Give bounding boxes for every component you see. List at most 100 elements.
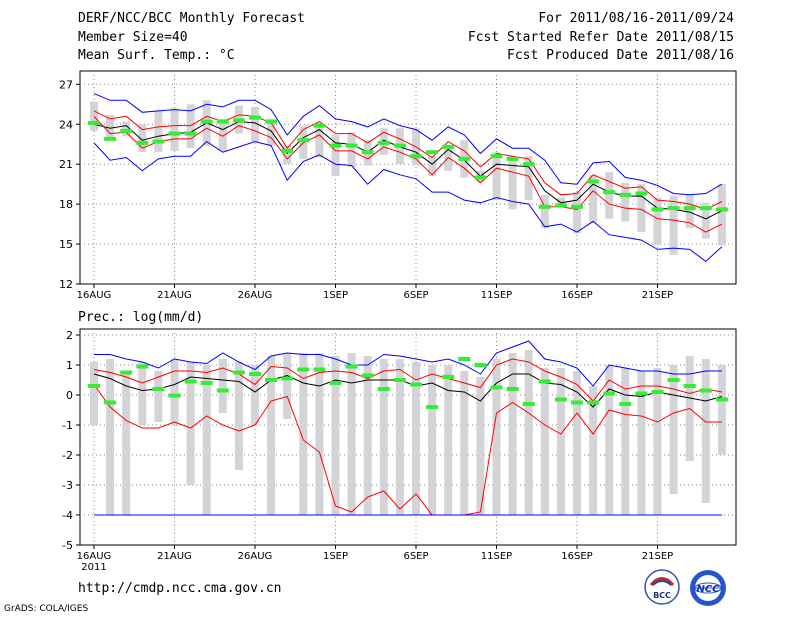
member-range-bar — [556, 197, 565, 207]
observation-mark — [216, 388, 229, 393]
variable-label: Mean Surf. Temp.: °C — [78, 48, 235, 63]
member-range-bar — [621, 182, 630, 222]
observation-mark — [136, 140, 149, 145]
y-tick-label: -5 — [62, 539, 73, 552]
observation-mark — [715, 397, 728, 402]
observation-mark — [619, 402, 632, 406]
member-range-bar — [283, 145, 292, 165]
member-range-bar — [508, 353, 517, 515]
observation-mark — [152, 387, 165, 391]
member-range-bar — [589, 174, 598, 223]
member-range-bar — [685, 194, 694, 229]
series-upper-line — [93, 110, 723, 210]
x-tick-label: 11SEP — [481, 290, 512, 300]
member-range-bar — [540, 368, 549, 515]
observation-mark — [249, 372, 261, 376]
member-range-bar — [395, 359, 404, 515]
observation-mark — [635, 191, 648, 196]
observation-mark — [683, 384, 696, 388]
grads-credit: GrADS: COLA/IGES — [4, 604, 89, 614]
observation-mark — [377, 140, 390, 145]
observation-mark — [522, 162, 535, 167]
member-range-bar — [444, 146, 453, 171]
observation-mark — [329, 381, 342, 385]
member-range-bar — [524, 350, 533, 515]
x-tick-label: 21AUG — [157, 290, 192, 300]
observation-mark — [249, 115, 261, 120]
observation-mark — [458, 156, 471, 161]
member-range-bar — [251, 106, 259, 142]
member-range-bar — [170, 359, 179, 425]
observation-mark — [410, 382, 422, 387]
observation-mark — [603, 190, 616, 195]
observation-mark — [393, 378, 406, 382]
member-range-bar — [621, 368, 630, 515]
observation-mark — [265, 119, 278, 124]
x-tick-label: 11SEP — [481, 551, 512, 562]
observation-mark — [651, 207, 664, 212]
series-max-line — [94, 340, 722, 387]
observation-mark — [651, 390, 664, 394]
member-range-bar — [605, 172, 614, 219]
bcc-logo: BCC — [644, 569, 680, 605]
member-range-bar — [669, 196, 678, 255]
y-tick-label: 0 — [66, 389, 73, 402]
y-tick-label: 15 — [59, 238, 73, 251]
observation-mark — [361, 150, 374, 155]
y-tick-label: -2 — [62, 449, 73, 462]
observation-mark — [345, 143, 358, 148]
observation-mark — [571, 204, 583, 209]
member-range-bar — [90, 362, 98, 425]
produced-date: Fcst Produced Date 2011/08/16 — [507, 48, 734, 63]
observation-mark — [345, 364, 358, 369]
member-range-bar — [154, 110, 163, 153]
observation-mark — [88, 120, 100, 125]
observation-mark — [442, 375, 455, 379]
observation-mark — [232, 370, 245, 375]
member-range-bar — [122, 371, 131, 515]
observation-mark — [104, 400, 117, 405]
x-tick-label: 26AUG — [238, 551, 273, 562]
forecast-period: For 2011/08/16-2011/09/24 — [538, 11, 734, 26]
member-range-bar — [605, 365, 614, 515]
member-range-bar — [234, 362, 243, 470]
member-range-bar — [347, 353, 356, 515]
x-tick-label: 21AUG — [157, 551, 192, 562]
observation-mark — [635, 391, 648, 396]
member-range-bar — [218, 359, 227, 413]
member-range-bar — [589, 386, 598, 515]
series-min-line — [93, 140, 723, 263]
member-range-bar — [556, 368, 565, 515]
observation-mark — [538, 379, 551, 384]
observation-mark — [120, 128, 133, 133]
member-range-bar — [717, 365, 726, 455]
member-range-bar — [653, 368, 662, 515]
x-tick-label: 16SEP — [561, 290, 592, 300]
member-range-bar — [315, 353, 324, 515]
ncc-logo: NCC — [690, 570, 726, 606]
member-range-bar — [186, 362, 195, 485]
member-range-bar — [540, 194, 549, 229]
member-range-bar — [476, 377, 485, 515]
x-tick-label: 16AUG — [77, 290, 112, 300]
member-range-bar — [202, 365, 211, 515]
y-tick-label: -4 — [62, 509, 73, 522]
observation-mark — [554, 203, 567, 208]
member-range-bar — [331, 134, 340, 177]
x-year-label: 2011 — [81, 562, 106, 573]
observation-mark — [168, 131, 181, 136]
member-range-bar — [492, 152, 501, 201]
y-tick-label: 27 — [59, 78, 73, 91]
member-range-bar — [653, 197, 662, 246]
member-range-bar — [573, 192, 581, 234]
website-url[interactable]: http://cmdp.ncc.cma.gov.cn — [78, 581, 282, 596]
plot-frame — [79, 328, 737, 546]
observation-mark — [474, 363, 487, 367]
x-tick-label: 21SEP — [642, 290, 673, 300]
x-tick-label: 26AUG — [238, 290, 273, 300]
observation-mark — [184, 131, 197, 136]
series-lower-line — [93, 384, 722, 516]
observation-mark — [699, 388, 712, 393]
member-range-bar — [508, 156, 517, 210]
observation-mark — [506, 387, 519, 391]
